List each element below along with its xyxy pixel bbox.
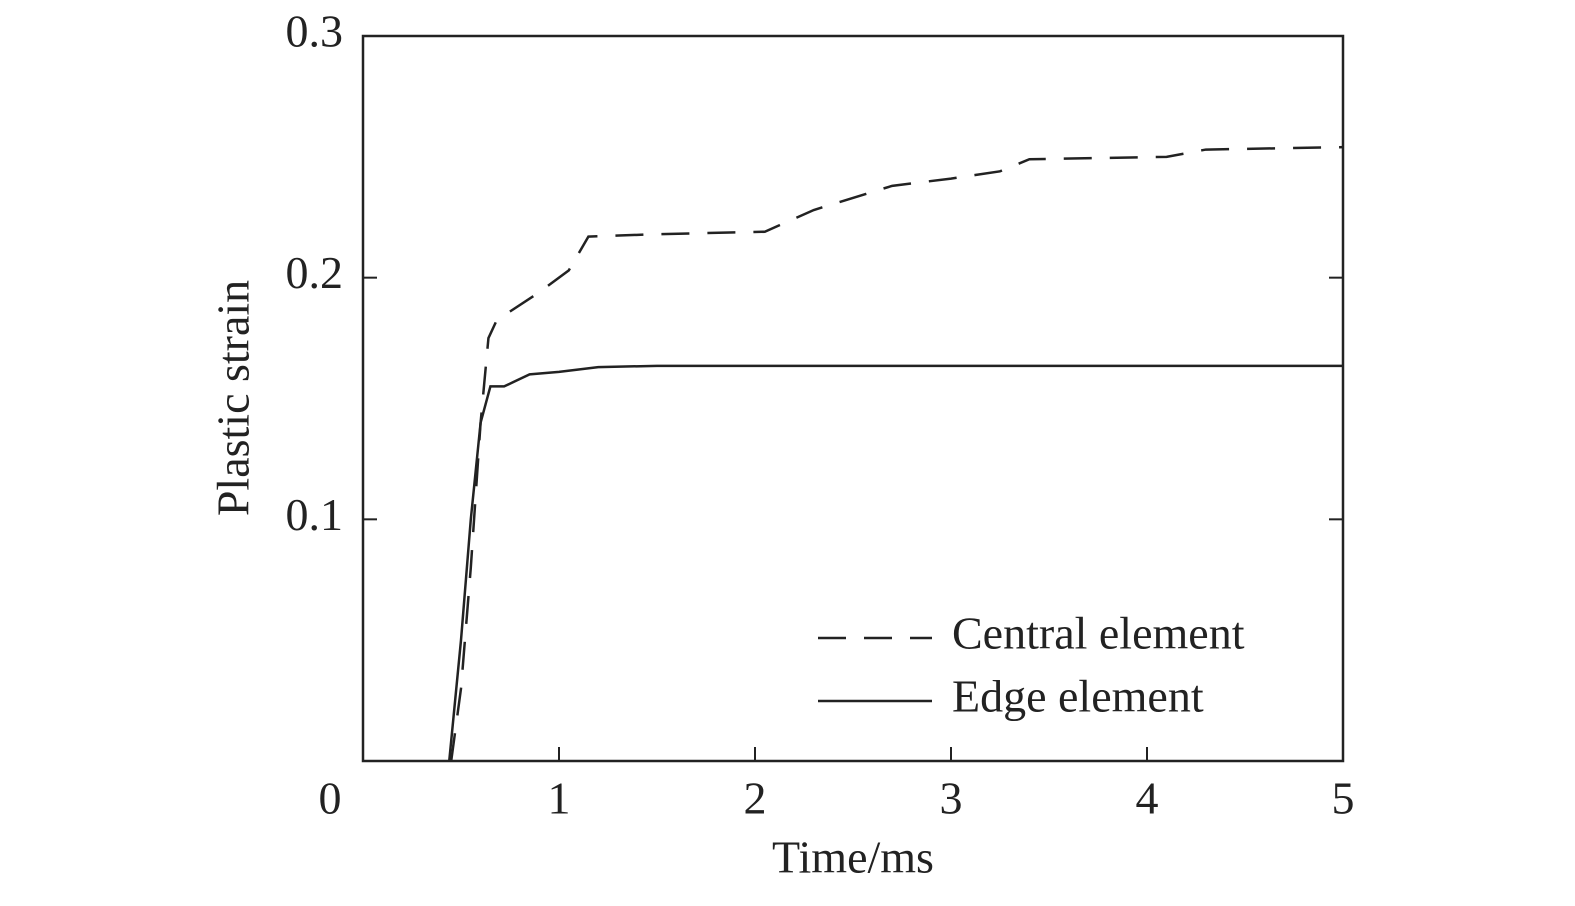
legend-label: Edge element	[952, 671, 1204, 722]
x-tick-label: 3	[940, 773, 963, 824]
x-tick-label: 1	[548, 773, 571, 824]
x-axis-label: Time/ms	[772, 832, 934, 883]
data-line	[449, 145, 1344, 762]
x-tick-label: 0	[319, 773, 342, 824]
data-line	[447, 364, 1343, 762]
y-tick-label: 0.1	[286, 489, 344, 540]
x-tick-label: 4	[1136, 773, 1159, 824]
x-tick-label: 2	[744, 773, 767, 824]
y-axis-label: Plastic strain	[208, 280, 259, 516]
legend-label: Central element	[952, 608, 1245, 659]
y-tick-label: 0.2	[286, 247, 344, 298]
plot-frame	[361, 34, 1345, 763]
y-tick-label: 0.3	[286, 6, 344, 57]
x-tick-label: 5	[1332, 773, 1355, 824]
